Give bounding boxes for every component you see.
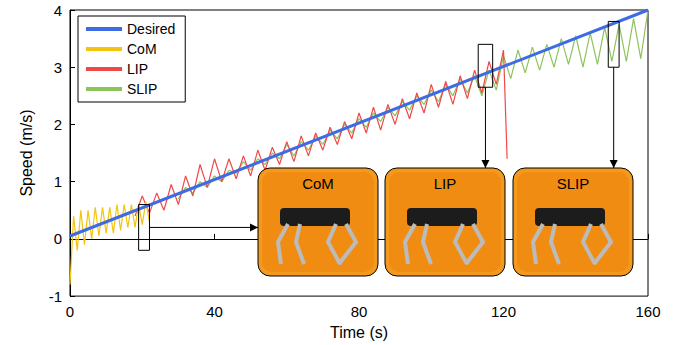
svg-text:LIP: LIP bbox=[127, 61, 148, 77]
svg-text:Speed (m/s): Speed (m/s) bbox=[18, 109, 35, 196]
svg-text:Time (s): Time (s) bbox=[330, 324, 388, 341]
svg-text:160: 160 bbox=[635, 303, 660, 320]
svg-text:SLIP: SLIP bbox=[557, 175, 590, 192]
svg-text:2: 2 bbox=[54, 116, 62, 133]
svg-text:0: 0 bbox=[66, 303, 74, 320]
svg-text:0: 0 bbox=[54, 230, 62, 247]
svg-text:80: 80 bbox=[351, 303, 368, 320]
svg-text:SLIP: SLIP bbox=[127, 81, 157, 97]
svg-text:120: 120 bbox=[491, 303, 516, 320]
svg-text:CoM: CoM bbox=[302, 175, 334, 192]
svg-text:1: 1 bbox=[54, 173, 62, 190]
svg-text:LIP: LIP bbox=[434, 175, 457, 192]
svg-text:40: 40 bbox=[206, 303, 223, 320]
svg-text:-1: -1 bbox=[49, 288, 62, 305]
svg-text:3: 3 bbox=[54, 59, 62, 76]
svg-text:4: 4 bbox=[54, 2, 62, 19]
svg-text:Desired: Desired bbox=[127, 21, 175, 37]
svg-text:CoM: CoM bbox=[127, 41, 157, 57]
